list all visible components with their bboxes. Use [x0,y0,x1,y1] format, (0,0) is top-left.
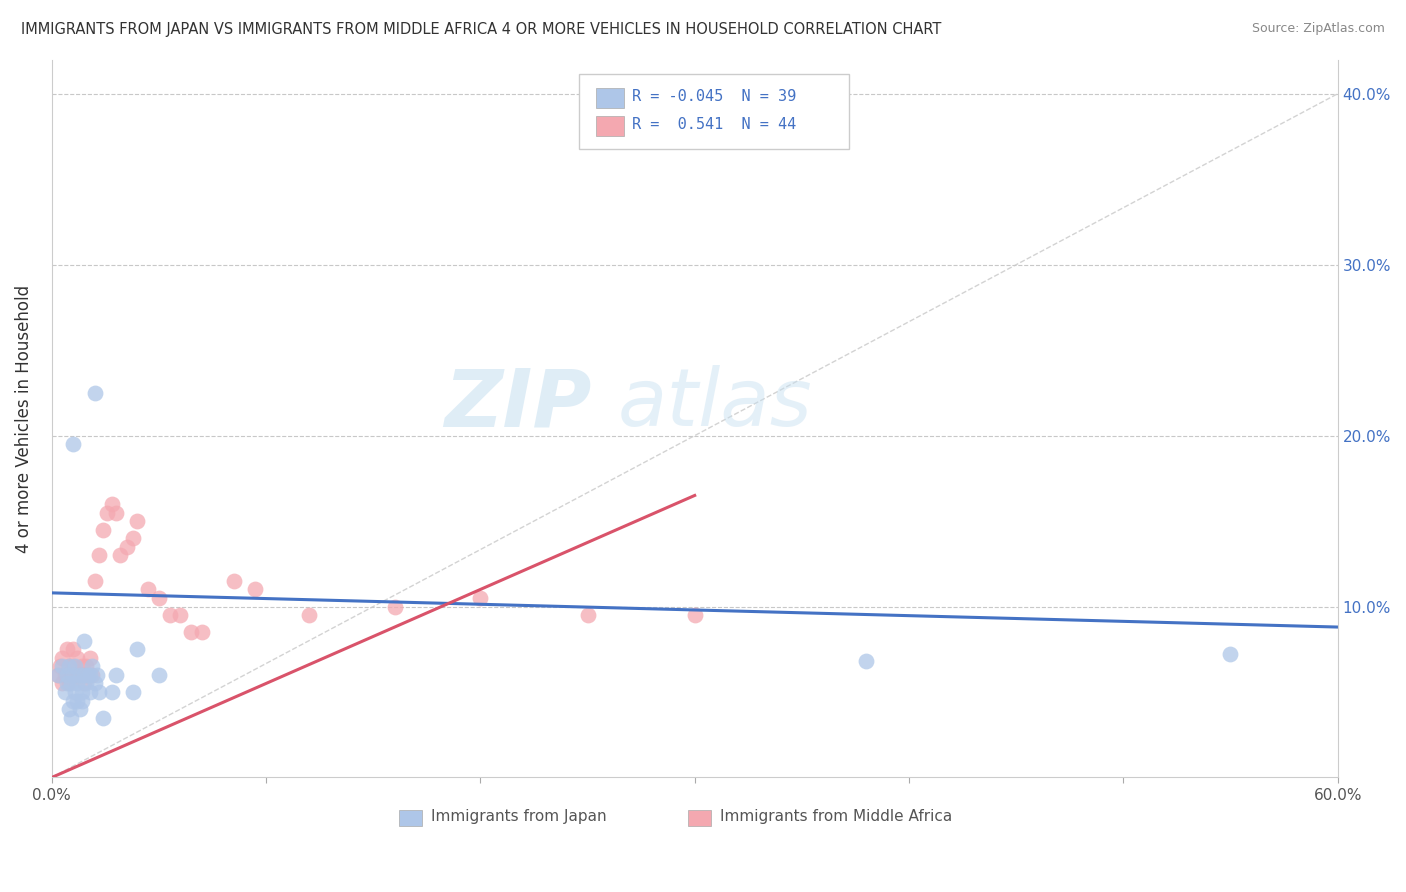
Point [75,676,97,690]
Point [96,506,118,520]
Point [148,668,170,682]
Point [58,702,80,716]
Point [65,685,87,699]
Point [73,668,96,682]
Point [122,685,145,699]
Point [148,591,170,605]
Point [46,668,69,682]
Point [53,668,76,682]
Point [75,659,97,673]
Point [136,582,159,597]
Point [66,693,89,707]
Text: ZIP: ZIP [444,365,592,443]
Point [55,668,77,682]
Point [53,685,76,699]
Point [87,685,110,699]
Point [65,668,87,682]
Point [58,676,80,690]
Point [82,668,104,682]
Point [55,642,77,657]
Point [91,523,114,537]
Point [87,548,110,562]
Point [122,531,145,545]
Point [180,625,202,640]
Point [62,668,84,682]
Point [298,608,321,623]
Point [73,668,96,682]
Point [60,668,83,682]
Point [115,540,138,554]
FancyBboxPatch shape [596,87,624,108]
Point [191,625,214,640]
Point [77,668,100,682]
Point [222,574,245,588]
Point [51,650,73,665]
Text: atlas: atlas [617,365,813,443]
Point [69,702,91,716]
Point [77,668,100,682]
Point [65,659,87,673]
Point [100,497,122,511]
Point [62,659,84,673]
Y-axis label: 4 or more Vehicles in Household: 4 or more Vehicles in Household [15,285,32,552]
Point [60,676,83,690]
Point [62,693,84,707]
Point [91,711,114,725]
Point [159,608,181,623]
Point [79,685,101,699]
Text: R = -0.045  N = 39: R = -0.045 N = 39 [631,88,796,103]
Point [105,668,128,682]
Point [66,650,89,665]
Point [70,693,93,707]
Point [58,659,80,673]
Point [46,668,69,682]
FancyBboxPatch shape [596,116,624,136]
Point [683,608,706,623]
Text: Immigrants from Middle Africa: Immigrants from Middle Africa [720,809,953,824]
FancyBboxPatch shape [689,810,711,826]
FancyBboxPatch shape [399,810,422,826]
Point [73,676,96,690]
Point [127,642,149,657]
Point [470,591,492,605]
Text: Immigrants from Japan: Immigrants from Japan [432,809,607,824]
Point [69,668,91,682]
FancyBboxPatch shape [579,74,849,149]
Point [1219,648,1241,662]
Point [60,711,83,725]
Point [83,676,105,690]
Point [70,685,93,699]
Point [384,599,406,614]
Point [100,685,122,699]
Point [66,676,89,690]
Point [70,659,93,673]
Point [245,582,267,597]
Point [576,608,599,623]
Point [49,659,72,673]
Point [69,668,91,682]
Point [83,385,105,400]
Point [83,574,105,588]
Point [73,633,96,648]
Text: Source: ZipAtlas.com: Source: ZipAtlas.com [1251,22,1385,36]
Point [110,548,132,562]
Text: IMMIGRANTS FROM JAPAN VS IMMIGRANTS FROM MIDDLE AFRICA 4 OR MORE VEHICLES IN HOU: IMMIGRANTS FROM JAPAN VS IMMIGRANTS FROM… [21,22,942,37]
Point [105,506,128,520]
Point [127,514,149,528]
Text: R =  0.541  N = 44: R = 0.541 N = 44 [631,118,796,132]
Point [79,668,101,682]
Point [51,659,73,673]
Point [62,642,84,657]
Point [62,437,84,451]
Point [169,608,191,623]
Point [58,659,80,673]
Point [55,676,77,690]
Point [79,650,101,665]
Point [51,676,73,690]
Point [82,659,104,673]
Point [855,654,877,668]
Point [86,668,108,682]
